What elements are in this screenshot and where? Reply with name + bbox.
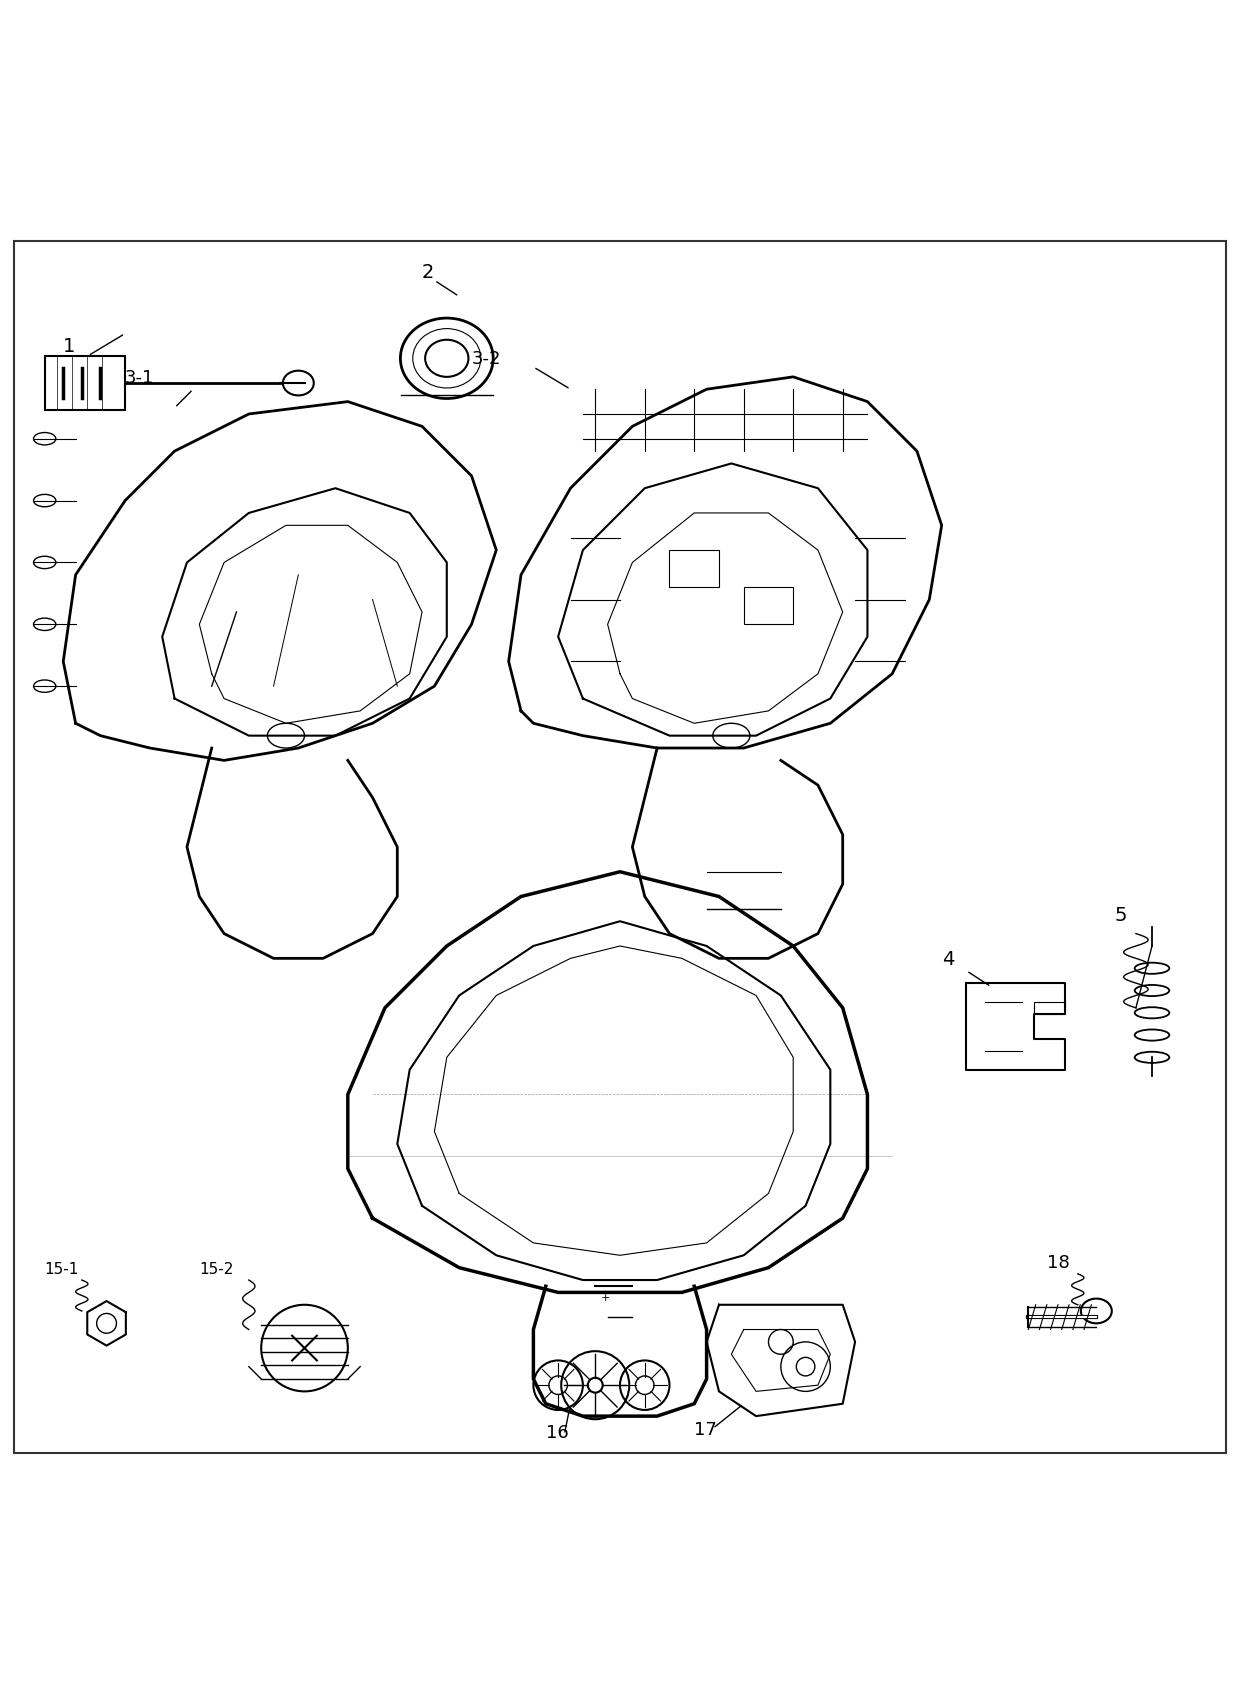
Text: 4: 4 — [941, 950, 954, 969]
Text: 5: 5 — [1115, 906, 1127, 925]
Text: 15-2: 15-2 — [200, 1262, 233, 1277]
Text: 16: 16 — [546, 1425, 568, 1442]
Text: 18: 18 — [1047, 1254, 1070, 1272]
Text: 3-2: 3-2 — [471, 351, 501, 369]
Text: +: + — [600, 1293, 610, 1303]
Text: 17: 17 — [694, 1421, 717, 1438]
Text: 3-1: 3-1 — [125, 369, 155, 386]
Text: 2: 2 — [422, 263, 434, 281]
Text: 1: 1 — [63, 337, 76, 356]
Text: 15-1: 15-1 — [45, 1262, 79, 1277]
